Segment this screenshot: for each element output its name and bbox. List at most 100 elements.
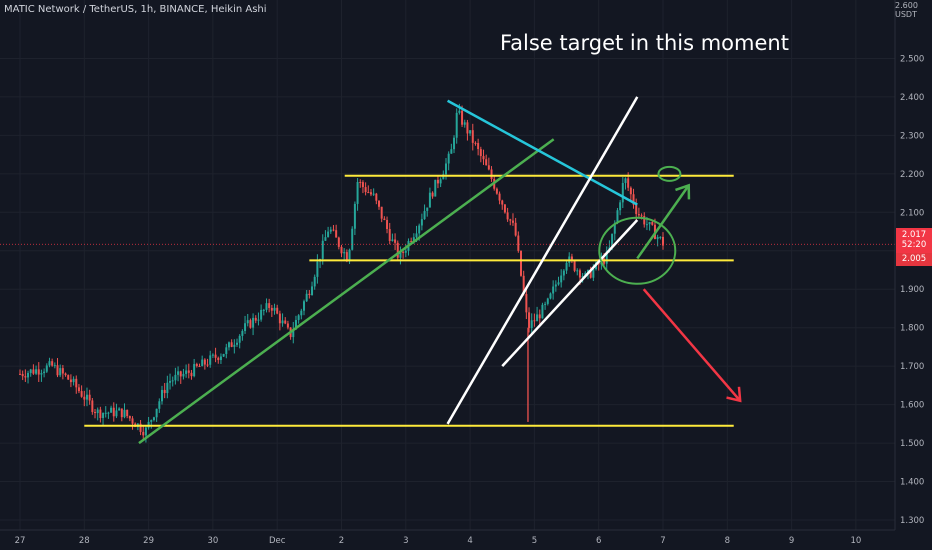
time-axis-label: 2 xyxy=(339,536,344,546)
candle-body xyxy=(40,373,43,375)
candle-body xyxy=(485,159,488,166)
price-axis-label: 1.700 xyxy=(900,362,924,372)
last-price-value: 2.017 xyxy=(901,230,927,240)
candle-body xyxy=(466,122,469,134)
candle-body xyxy=(552,286,555,294)
candle-body xyxy=(487,165,490,170)
candle-body xyxy=(536,314,539,322)
candle-body xyxy=(656,237,659,240)
candle-body xyxy=(394,239,397,243)
candle-body xyxy=(321,240,324,259)
candle-body xyxy=(262,309,265,311)
candle-body xyxy=(230,342,233,347)
arrow-head xyxy=(675,183,691,200)
level-price-value: 2.005 xyxy=(901,254,927,264)
candle-body xyxy=(302,301,305,311)
candle-body xyxy=(490,169,493,180)
candle-body xyxy=(560,275,563,283)
candle-body xyxy=(311,286,314,295)
candle-body xyxy=(313,276,316,287)
candle-body xyxy=(356,181,359,204)
candles xyxy=(0,103,895,443)
candle-body xyxy=(372,193,375,195)
candle-body xyxy=(544,303,547,305)
candle-body xyxy=(351,228,354,250)
candle-body xyxy=(201,359,204,367)
candle-body xyxy=(375,193,378,201)
candle-body xyxy=(120,408,123,418)
candle-body xyxy=(477,143,480,150)
candle-body xyxy=(420,219,423,226)
candle-body xyxy=(418,225,421,234)
candle-body xyxy=(592,269,595,278)
candle-body xyxy=(193,364,196,377)
candle-body xyxy=(324,237,327,241)
candle-body xyxy=(203,359,206,365)
candle-body xyxy=(662,236,664,246)
candle-body xyxy=(525,294,528,313)
channel-line xyxy=(501,219,639,368)
candle-body xyxy=(428,192,431,208)
candle-body xyxy=(177,371,180,375)
candle-body xyxy=(528,312,531,329)
candle-body xyxy=(436,179,439,184)
price-axis-label: 1.500 xyxy=(900,439,924,449)
candle-body xyxy=(27,372,30,378)
price-axis-label: 2.200 xyxy=(900,170,924,180)
candle-body xyxy=(257,319,260,321)
currency-label: 2.600 USDT xyxy=(895,1,918,19)
candle-body xyxy=(498,193,501,201)
candle-body xyxy=(67,375,70,380)
candle-body xyxy=(359,181,362,183)
candle-body xyxy=(246,320,249,324)
candle-body xyxy=(80,391,83,397)
candle-body xyxy=(32,369,35,374)
candle-body xyxy=(198,366,201,368)
time-axis-label: 8 xyxy=(725,536,730,546)
time-axis-label: Dec xyxy=(269,536,286,546)
candle-body xyxy=(479,149,482,157)
candle-body xyxy=(126,409,129,417)
candle-body xyxy=(187,370,190,373)
candle-body xyxy=(190,372,193,377)
candle-body xyxy=(426,207,429,211)
time-axis-label: 7 xyxy=(660,536,665,546)
candle-body xyxy=(613,222,616,234)
time-axis-label: 29 xyxy=(143,536,154,546)
candle-body xyxy=(53,365,56,367)
candle-body xyxy=(455,112,458,138)
candle-body xyxy=(637,214,640,216)
price-axis-label: 1.900 xyxy=(900,285,924,295)
arrow-head xyxy=(726,386,742,403)
candle-body xyxy=(171,380,174,382)
candle-body xyxy=(112,407,115,417)
candle-body xyxy=(643,216,646,225)
candle-body xyxy=(380,206,383,219)
time-axis-label: 9 xyxy=(789,536,794,546)
candle-body xyxy=(144,427,147,436)
candle-body xyxy=(463,122,466,125)
candle-body xyxy=(139,423,142,432)
candle-body xyxy=(386,219,389,230)
level-price-tag: 2.005 xyxy=(896,253,932,266)
candle-body xyxy=(185,370,188,374)
candle-body xyxy=(91,400,94,413)
candle-body xyxy=(367,192,370,194)
candle-body xyxy=(260,309,263,320)
candle-body xyxy=(19,373,21,375)
candle-body xyxy=(581,276,584,278)
candle-body xyxy=(166,382,169,394)
candle-body xyxy=(227,342,230,348)
price-axis-label: 2.500 xyxy=(900,54,924,64)
trendline-line xyxy=(446,99,638,206)
countdown-value: 52:20 xyxy=(901,240,927,250)
candle-body xyxy=(557,282,560,285)
candle-body xyxy=(335,230,338,238)
candle-body xyxy=(48,361,51,366)
candle-body xyxy=(611,233,614,248)
candle-body xyxy=(450,149,453,154)
candle-body xyxy=(35,369,38,374)
candle-body xyxy=(348,249,351,262)
candle-body xyxy=(404,250,407,253)
